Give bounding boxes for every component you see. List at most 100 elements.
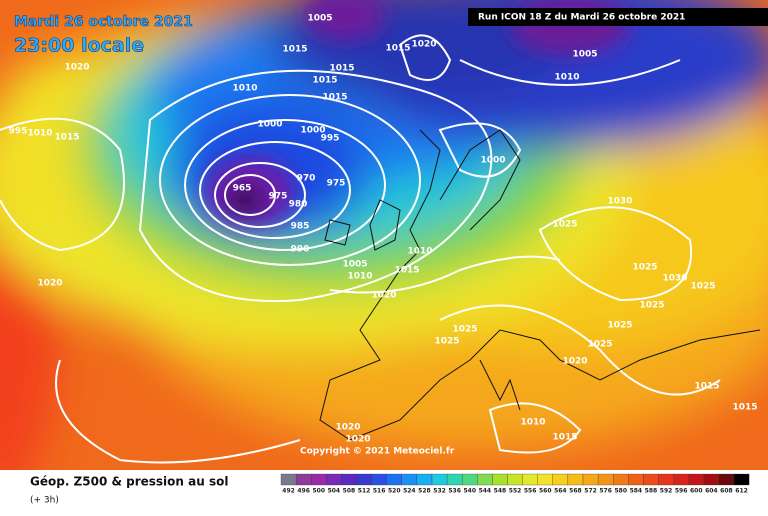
scale-cell: [311, 473, 327, 486]
scale-cell: [597, 473, 614, 486]
scale-cell: [733, 473, 750, 486]
scale-cell: [416, 473, 433, 486]
scale-cell: [477, 473, 493, 486]
pressure-label: 995: [321, 134, 340, 144]
pressure-label: 1025: [607, 321, 632, 331]
scale-label: 496: [297, 488, 310, 495]
scale-label: 492: [282, 488, 295, 495]
scale-label: 536: [448, 488, 461, 495]
pressure-label: 990: [291, 245, 310, 255]
scale-cell: [658, 473, 674, 486]
scale-cell: [703, 473, 720, 486]
pressure-label: 1010: [347, 272, 372, 282]
scale-cell: [401, 473, 418, 486]
scale-label: 524: [403, 488, 416, 495]
pressure-label: 1020: [371, 291, 396, 301]
pressure-label: 1000: [480, 156, 505, 166]
pressure-label: 975: [327, 179, 346, 189]
pressure-label: 975: [269, 192, 288, 202]
pressure-label: 1025: [639, 301, 664, 311]
scale-label: 560: [539, 488, 552, 495]
scale-label: 556: [524, 488, 537, 495]
pressure-label: 995: [9, 127, 28, 137]
pressure-label: 1010: [232, 84, 257, 94]
scale-label: 548: [494, 488, 507, 495]
isobars: [0, 34, 721, 464]
pressure-label: 1015: [732, 403, 757, 413]
scale-label: 512: [358, 488, 371, 495]
scale-cell: [280, 473, 297, 486]
scale-label: 568: [569, 488, 582, 495]
scale-cell: [567, 473, 584, 486]
pressure-label: 1020: [562, 357, 587, 367]
pressure-label: 1005: [342, 260, 367, 270]
scale-cell: [431, 473, 448, 486]
scale-label: 516: [373, 488, 386, 495]
scale-cell: [718, 473, 735, 486]
scale-cell: [371, 473, 387, 486]
run-label: Run ICON 18 Z du Mardi 26 octobre 2021: [478, 13, 685, 23]
scale-cell: [462, 473, 478, 486]
pressure-label: 1010: [27, 129, 52, 139]
pressure-label: 965: [233, 184, 252, 194]
pressure-label: 1010: [407, 247, 432, 257]
pressure-label: 1005: [572, 50, 597, 60]
scale-cell: [492, 473, 508, 486]
pressure-label: 985: [291, 222, 310, 232]
copyright: Copyright © 2021 Meteociel.fr: [300, 447, 455, 457]
pressure-label: 1030: [662, 274, 687, 284]
pressure-label: 1025: [690, 282, 715, 292]
scale-label: 612: [735, 488, 748, 495]
pressure-label: 1015: [54, 133, 79, 143]
scale-cell: [643, 473, 659, 486]
pressure-label: 1025: [452, 325, 477, 335]
pressure-label: 1020: [345, 435, 370, 445]
scale-label: 608: [720, 488, 733, 495]
run-banner: [468, 8, 768, 26]
scale-label: 532: [433, 488, 446, 495]
scale-label: 520: [388, 488, 401, 495]
scale-label: 504: [328, 488, 341, 495]
scale-cell: [522, 473, 538, 486]
scale-cell: [613, 473, 629, 486]
scale-label: 572: [584, 488, 597, 495]
scale-label: 580: [614, 488, 627, 495]
date-label: Mardi 26 octobre 2021: [14, 14, 193, 30]
pressure-label: 1000: [257, 120, 282, 130]
color-scale: 492 496 500 504 508 512 516 520 524 528 532 536 540 5…: [280, 473, 750, 495]
pressure-label: 1020: [37, 279, 62, 289]
pressure-label: 1025: [587, 340, 612, 350]
pressure-label: 1030: [607, 197, 632, 207]
scale-label: 596: [675, 488, 688, 495]
scale-cell: [386, 473, 402, 486]
scale-cell: [507, 473, 523, 486]
scale-label: 604: [705, 488, 718, 495]
scale-cell: [688, 473, 704, 486]
scale-label: 508: [343, 488, 356, 495]
pressure-label: 1015: [552, 433, 577, 443]
pressure-label: 1020: [64, 63, 89, 73]
scale-cell: [295, 473, 312, 486]
scale-cell: [537, 473, 553, 486]
pressure-label: 980: [289, 200, 308, 210]
pressure-label: 1015: [385, 44, 410, 54]
scale-label: 544: [479, 488, 492, 495]
pressure-label: 1020: [335, 423, 360, 433]
legend-lead: (+ 3h): [30, 496, 59, 506]
scale-cell: [446, 473, 463, 486]
pressure-label: 1015: [312, 76, 337, 86]
pressure-label: 1025: [632, 263, 657, 273]
pressure-label: 1020: [411, 40, 436, 50]
pressure-label: 1010: [520, 418, 545, 428]
scale-cell: [341, 473, 357, 486]
scale-label: 528: [418, 488, 431, 495]
scale-cell: [356, 473, 372, 486]
field: [0, 0, 768, 470]
pressure-label: 1010: [554, 73, 579, 83]
pressure-label: 1000: [300, 126, 325, 136]
coastlines: [319, 129, 761, 441]
pressure-label: 1015: [329, 64, 354, 74]
scale-label: 564: [554, 488, 567, 495]
